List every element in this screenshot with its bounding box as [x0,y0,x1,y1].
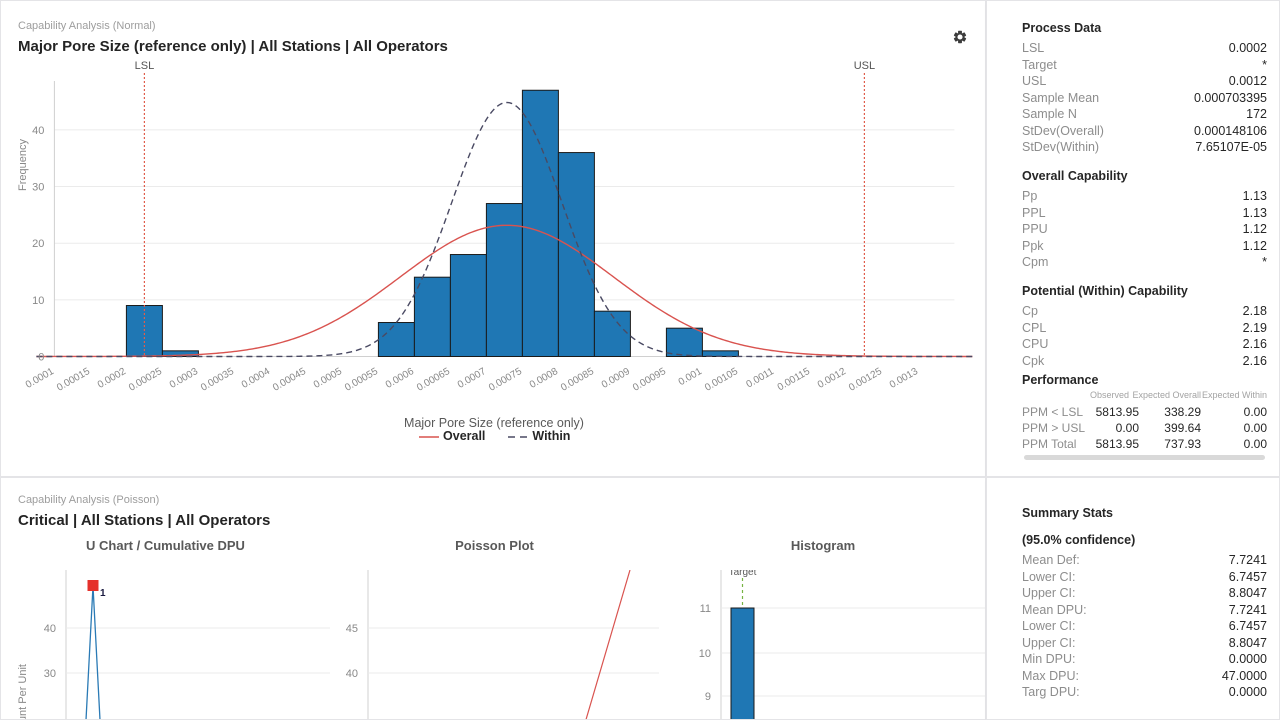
svg-text:0.0006: 0.0006 [384,366,416,391]
svg-text:0.00065: 0.00065 [415,366,452,394]
svg-text:0.0011: 0.0011 [745,366,777,391]
svg-text:Target: Target [729,570,757,578]
svg-text:0.00105: 0.00105 [703,366,740,394]
svg-text:0.0009: 0.0009 [600,366,632,391]
svg-text:40: 40 [32,125,44,137]
svg-text:45: 45 [346,623,358,635]
svg-text:0.00075: 0.00075 [487,366,524,394]
svg-text:1: 1 [100,588,106,599]
svg-text:10: 10 [699,648,711,660]
svg-text:30: 30 [32,182,44,194]
svg-text:0.0005: 0.0005 [312,366,344,391]
svg-text:0.0012: 0.0012 [816,366,848,391]
svg-text:0.00045: 0.00045 [271,366,308,394]
svg-text:0.0007: 0.0007 [456,366,488,391]
svg-text:0.00035: 0.00035 [199,366,236,394]
svg-text:20: 20 [32,238,44,250]
svg-text:0.00025: 0.00025 [127,366,164,394]
svg-text:30: 30 [44,668,56,680]
svg-text:0.00125: 0.00125 [847,366,884,394]
svg-text:40: 40 [346,668,358,680]
svg-text:0: 0 [38,352,44,364]
svg-text:0.0002: 0.0002 [96,366,128,391]
svg-text:0.001: 0.001 [677,366,705,388]
svg-text:0.0013: 0.0013 [888,366,920,391]
svg-text:LSL: LSL [135,61,155,72]
svg-text:40: 40 [44,623,56,635]
svg-text:11: 11 [700,603,711,615]
svg-text:0.00115: 0.00115 [776,366,813,393]
svg-text:0.00095: 0.00095 [631,366,668,394]
svg-text:0.00015: 0.00015 [55,366,92,394]
svg-text:0.0001: 0.0001 [24,366,56,391]
svg-text:USL: USL [854,61,875,72]
svg-text:0.0003: 0.0003 [168,366,200,391]
svg-text:0.00085: 0.00085 [559,366,596,394]
svg-text:0.0008: 0.0008 [528,366,560,391]
svg-text:0.0004: 0.0004 [240,366,272,391]
svg-text:9: 9 [705,691,711,703]
svg-text:0.00055: 0.00055 [343,366,380,394]
svg-text:10: 10 [32,295,44,307]
